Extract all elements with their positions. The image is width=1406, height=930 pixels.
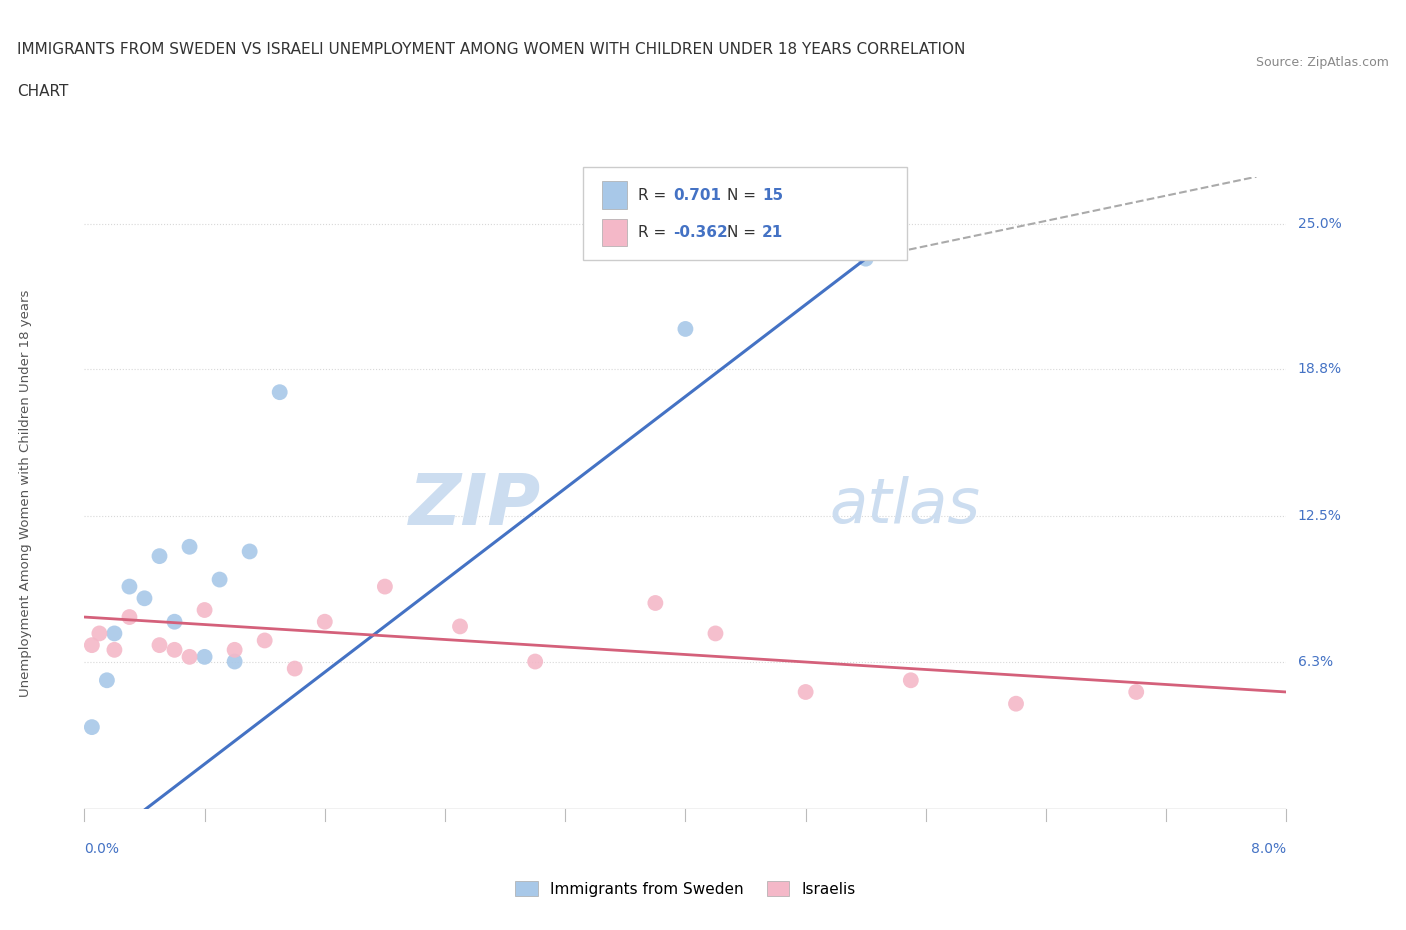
- Point: [208, 572, 231, 587]
- Text: N =: N =: [727, 225, 761, 240]
- Point: [239, 544, 262, 559]
- Text: 8.0%: 8.0%: [1251, 842, 1286, 856]
- Point: [103, 626, 125, 641]
- Point: [103, 643, 125, 658]
- Text: 0.701: 0.701: [673, 188, 721, 203]
- Point: [80, 720, 103, 735]
- Point: [314, 615, 336, 630]
- Text: CHART: CHART: [17, 84, 69, 99]
- Point: [194, 649, 217, 664]
- Text: R =: R =: [638, 225, 672, 240]
- Text: 0.0%: 0.0%: [84, 842, 120, 856]
- Point: [644, 595, 666, 610]
- Point: [1125, 684, 1147, 699]
- Text: 25.0%: 25.0%: [1298, 217, 1341, 231]
- Point: [269, 385, 291, 400]
- Point: [253, 633, 276, 648]
- Point: [224, 643, 246, 658]
- Point: [89, 626, 111, 641]
- Text: ZIP: ZIP: [409, 472, 541, 540]
- Point: [163, 643, 186, 658]
- Text: 21: 21: [762, 225, 783, 240]
- Point: [449, 619, 471, 634]
- Point: [163, 615, 186, 630]
- Point: [148, 549, 170, 564]
- Point: [118, 609, 141, 624]
- Point: [1005, 697, 1028, 711]
- Point: [284, 661, 307, 676]
- Point: [794, 684, 817, 699]
- Point: [524, 654, 547, 669]
- Point: [855, 251, 877, 266]
- Point: [704, 626, 727, 641]
- Point: [134, 591, 156, 605]
- Point: [80, 638, 103, 653]
- Point: [675, 322, 697, 337]
- Legend: Immigrants from Sweden, Israelis: Immigrants from Sweden, Israelis: [509, 874, 862, 903]
- Point: [194, 603, 217, 618]
- Point: [148, 638, 170, 653]
- Point: [179, 539, 201, 554]
- Text: N =: N =: [727, 188, 761, 203]
- Text: atlas: atlas: [830, 475, 980, 536]
- Point: [224, 654, 246, 669]
- Text: Unemployment Among Women with Children Under 18 years: Unemployment Among Women with Children U…: [18, 289, 32, 697]
- Point: [900, 672, 922, 687]
- Text: R =: R =: [638, 188, 672, 203]
- Text: 15: 15: [762, 188, 783, 203]
- Point: [374, 579, 396, 594]
- Point: [96, 672, 118, 687]
- Point: [118, 579, 141, 594]
- Text: 6.3%: 6.3%: [1298, 655, 1333, 669]
- Text: IMMIGRANTS FROM SWEDEN VS ISRAELI UNEMPLOYMENT AMONG WOMEN WITH CHILDREN UNDER 1: IMMIGRANTS FROM SWEDEN VS ISRAELI UNEMPL…: [17, 42, 966, 57]
- Text: Source: ZipAtlas.com: Source: ZipAtlas.com: [1256, 56, 1389, 69]
- Text: -0.362: -0.362: [673, 225, 728, 240]
- Text: 18.8%: 18.8%: [1298, 362, 1341, 376]
- Point: [179, 649, 201, 664]
- Text: 12.5%: 12.5%: [1298, 510, 1341, 524]
